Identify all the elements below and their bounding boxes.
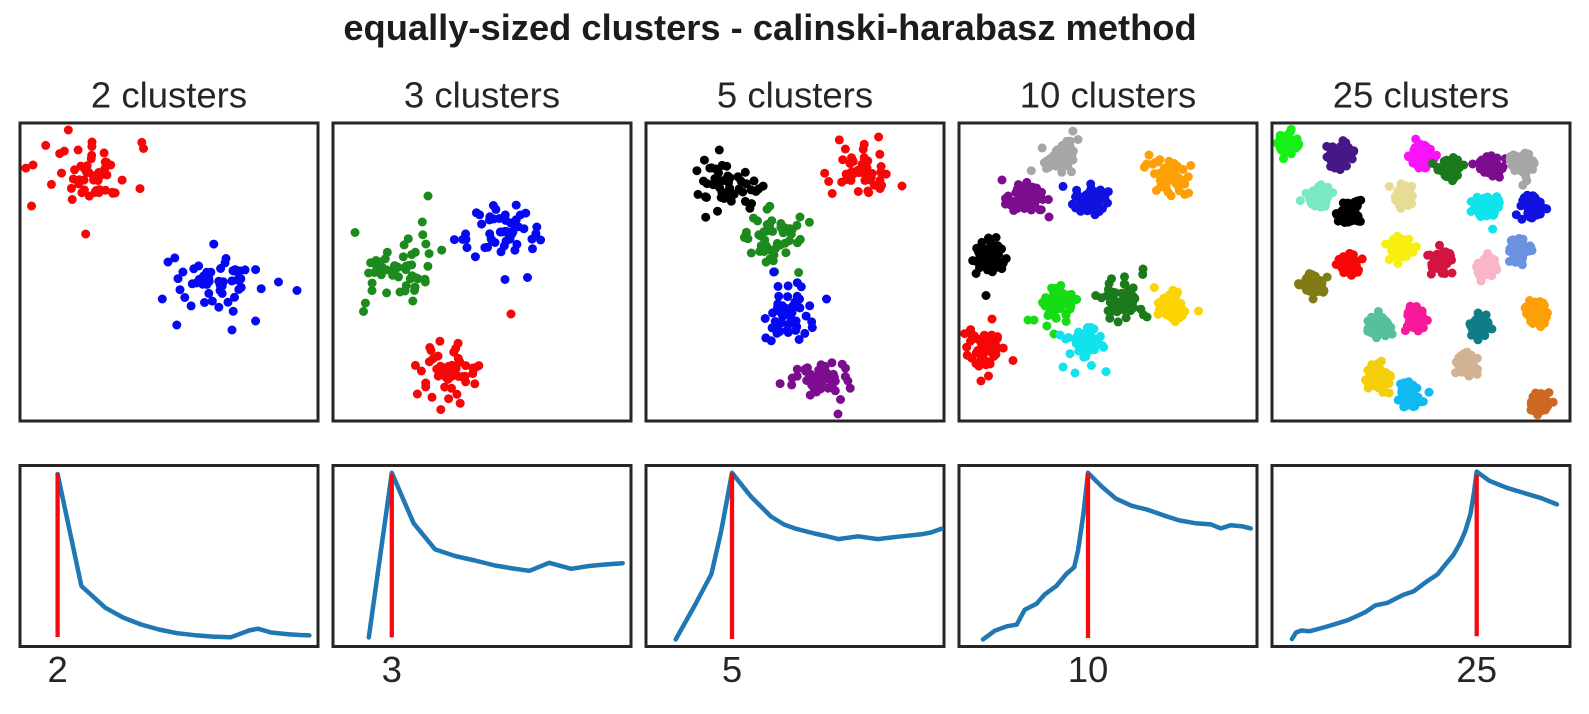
svg-text:5: 5 [722, 649, 742, 690]
svg-text:10 clusters: 10 clusters [1020, 75, 1197, 116]
svg-text:25 clusters: 25 clusters [1333, 75, 1510, 116]
svg-text:2 clusters: 2 clusters [91, 75, 247, 116]
svg-text:5 clusters: 5 clusters [717, 75, 873, 116]
svg-text:3 clusters: 3 clusters [404, 75, 560, 116]
svg-text:10: 10 [1068, 649, 1109, 690]
svg-text:3: 3 [382, 649, 402, 690]
svg-text:equally-sized clusters - calin: equally-sized clusters - calinski-haraba… [343, 7, 1196, 48]
svg-text:2: 2 [47, 649, 67, 690]
svg-text:25: 25 [1456, 649, 1497, 690]
